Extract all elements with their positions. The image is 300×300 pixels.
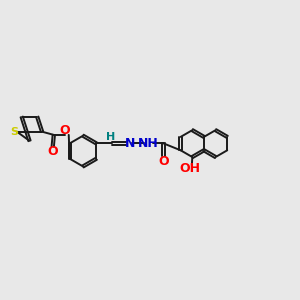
Text: NH: NH xyxy=(138,137,159,150)
Text: O: O xyxy=(60,124,70,137)
Text: OH: OH xyxy=(180,162,201,175)
Text: H: H xyxy=(106,132,115,142)
Text: O: O xyxy=(158,155,169,168)
Text: O: O xyxy=(47,145,58,158)
Text: N: N xyxy=(125,137,135,150)
Text: S: S xyxy=(11,127,18,137)
